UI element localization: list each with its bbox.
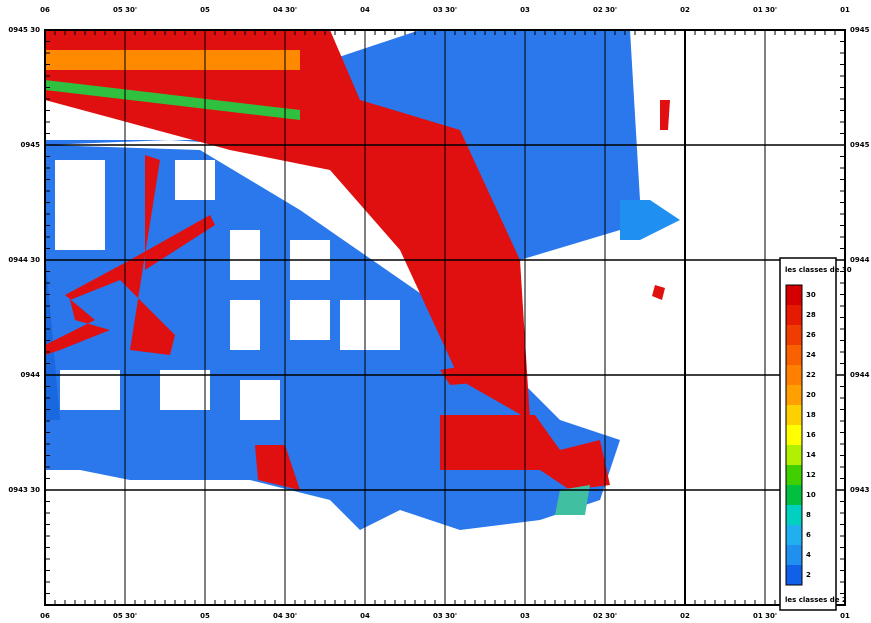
legend-tick-label: 26 (806, 331, 816, 339)
legend-tick-label: 10 (806, 491, 816, 499)
legend-title: les classes de 30 (785, 266, 852, 274)
legend-swatch (786, 405, 802, 425)
bottom-label: 06 (40, 612, 50, 620)
legend-tick-label: 22 (806, 371, 816, 379)
left-label: 0945 (21, 141, 41, 149)
legend-tick-label: 6 (806, 531, 811, 539)
legend-swatch (786, 305, 802, 325)
top-label: 02 (680, 6, 690, 14)
legend-swatch (786, 425, 802, 445)
legend-tick-label: 12 (806, 471, 816, 479)
bottom-label: 01 30' (753, 612, 777, 620)
legend-tick-label: 2 (806, 571, 811, 579)
legend-swatch (786, 445, 802, 465)
bottom-label: 02 30' (593, 612, 617, 620)
top-label: 03 (520, 6, 530, 14)
bottom-label: 03 30' (433, 612, 457, 620)
legend-swatch (786, 545, 802, 565)
legend-swatch (786, 525, 802, 545)
top-label: 03 30' (433, 6, 457, 14)
legend-tick-label: 16 (806, 431, 816, 439)
left-label: 0944 30 (8, 256, 40, 264)
right-label: 0944 (850, 371, 870, 379)
top-label: 01 (840, 6, 850, 14)
legend-tick-label: 18 (806, 411, 816, 419)
left-label: 0945 30 (8, 26, 40, 34)
legend-tick-label: 24 (806, 351, 816, 359)
band (45, 50, 300, 70)
top-label: 02 30' (593, 6, 617, 14)
legend-tick-label: 14 (806, 451, 816, 459)
top-label: 01 30' (753, 6, 777, 14)
top-label: 05 30' (113, 6, 137, 14)
left-label: 0943 30 (8, 486, 40, 494)
legend-swatch (786, 565, 802, 585)
legend-swatch (786, 505, 802, 525)
bottom-label: 01 (840, 612, 850, 620)
bottom-label: 02 (680, 612, 690, 620)
bottom-label: 04 (360, 612, 370, 620)
right-label: 0943 30 (850, 486, 871, 494)
legend-tick-label: 8 (806, 511, 811, 519)
top-label: 06 (40, 6, 50, 14)
left-label: 0944 (21, 371, 41, 379)
map-view: les classes de 30 les classes de 2 30282… (0, 0, 871, 623)
legend-tick-label: 28 (806, 311, 816, 319)
bottom-label: 05 30' (113, 612, 137, 620)
legend-swatch (786, 345, 802, 365)
top-label: 04 30' (273, 6, 297, 14)
top-label: 04 (360, 6, 370, 14)
legend-swatch (786, 365, 802, 385)
right-label: 0945 30 (850, 26, 871, 34)
right-label: 0945 (850, 141, 870, 149)
legend-tick-label: 30 (806, 291, 816, 299)
legend-tick-label: 20 (806, 391, 816, 399)
legend-swatch (786, 325, 802, 345)
legend-tick-label: 4 (806, 551, 811, 559)
legend-swatch (786, 285, 802, 305)
bottom-label: 05 (200, 612, 210, 620)
right-label: 0944 30 (850, 256, 871, 264)
legend-swatch (786, 385, 802, 405)
legend-footer: les classes de 2 (785, 596, 847, 604)
legend-swatch (786, 485, 802, 505)
legend-swatch (786, 465, 802, 485)
bottom-label: 03 (520, 612, 530, 620)
top-label: 05 (200, 6, 210, 14)
bottom-label: 04 30' (273, 612, 297, 620)
